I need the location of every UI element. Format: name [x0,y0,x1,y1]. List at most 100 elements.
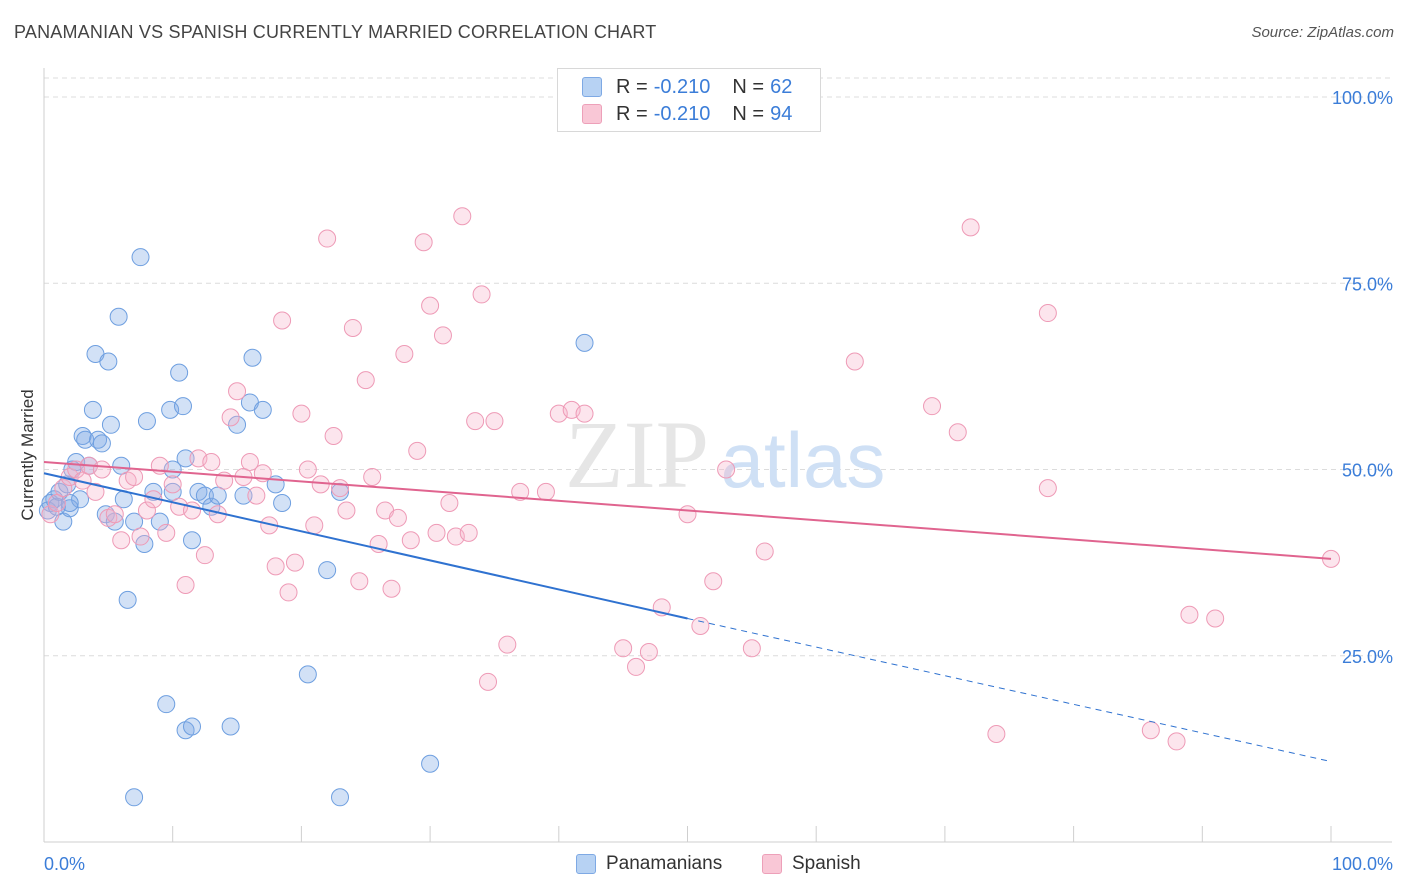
panamanians-point [421,754,440,773]
spanish-point [948,423,967,442]
spanish-legend-swatch [762,854,782,874]
panamanians-trend-extension [687,618,1332,763]
spanish-point [536,482,555,501]
x-tick-label: 100.0% [1332,854,1393,874]
r-value: -0.210 [653,75,711,98]
spanish-trend-line [43,461,1332,560]
spanish-point [485,412,504,431]
panamanians-point [170,363,189,382]
spanish-point [292,404,311,423]
r-label: R = [616,75,648,98]
spanish-point [1206,609,1225,628]
spanish-point [961,218,980,237]
grid-layer [44,77,1392,657]
panamanians-point [112,456,131,475]
panamanians-point [183,717,202,736]
spanish-point [350,572,369,591]
spanish-point [363,467,382,486]
spanish-point [285,553,304,572]
spanish-point [54,479,73,498]
chart-title: PANAMANIAN VS SPANISH CURRENTLY MARRIED … [14,22,657,42]
y-tick-label: 50.0% [1342,461,1393,481]
panamanians-swatch [582,77,602,97]
spanish-point [575,404,594,423]
spanish-legend-label: Spanish [792,853,861,874]
spanish-point [86,482,105,501]
spanish-point [279,583,298,602]
spanish-point [639,643,658,662]
panamanians-point [101,415,120,434]
panamanians-point [208,486,227,505]
spanish-point [395,345,414,364]
spanish-point [298,460,317,479]
watermark-atlas: atlas [721,416,886,504]
spanish-point [704,572,723,591]
spanish-point [427,523,446,542]
panamanians-point [163,482,182,501]
spanish-point [401,531,420,550]
tick-labels: 25.0% 50.0% 75.0% 100.0% 0.0% 100.0% [44,88,1393,874]
spanish-point [228,382,247,401]
trend-layer [43,461,1332,763]
spanish-point [433,326,452,345]
spanish-point [318,229,337,248]
spanish-point [614,639,633,658]
legend-row-panamanians: R = -0.210 N = 62 [582,75,792,99]
spanish-point [266,557,285,576]
n-label: N = [732,75,765,98]
spanish-point [459,523,478,542]
spanish-point [125,467,144,486]
spanish-point [112,531,131,550]
n-value: 94 [770,102,793,125]
r-value: -0.210 [653,102,711,125]
panamanians-point [183,531,202,550]
spanish-point [479,672,498,691]
spanish-point [717,460,736,479]
spanish-point [157,523,176,542]
panamanians-point [71,490,90,509]
axis-layer [43,68,1392,843]
panamanians-point [234,486,253,505]
panamanians-point [195,486,214,505]
spanish-point [92,460,111,479]
y-tick-label: 25.0% [1342,647,1393,667]
n-value: 62 [770,75,793,98]
panamanians-point [83,400,102,419]
spanish-point [408,441,427,460]
panamanians-legend-swatch [576,854,596,874]
spanish-swatch [582,104,602,124]
panamanians-point [318,561,337,580]
spanish-point [131,527,150,546]
spanish-point [388,508,407,527]
panamanians-legend-label: Panamanians [606,853,723,874]
panamanians-point [60,494,79,513]
panamanians-point [137,412,156,431]
spanish-point [163,475,182,494]
panamanians-point [273,494,292,513]
spanish-point [1038,479,1057,498]
legend-item-spanish[interactable]: Spanish [762,852,861,876]
panamanians-point [176,449,195,468]
spanish-point [273,311,292,330]
legend-item-panamanians[interactable]: Panamanians [576,852,722,876]
spanish-point [414,233,433,252]
panamanians-point [575,333,594,352]
spanish-point [331,479,350,498]
panamanians-point [228,415,247,434]
spanish-point [627,657,646,676]
spanish-point [755,542,774,561]
panamanians-point [243,348,262,367]
spanish-point [305,516,324,535]
watermark: ZIP atlas [565,401,885,508]
panamanians-point [109,307,128,326]
spanish-point [195,546,214,565]
spanish-point [498,635,517,654]
spanish-point [1038,304,1057,323]
spanish-point [382,579,401,598]
panamanians-point [221,717,240,736]
spanish-point [1141,721,1160,740]
spanish-point [41,505,60,524]
y-tick-label: 75.0% [1342,274,1393,294]
spanish-point [845,352,864,371]
